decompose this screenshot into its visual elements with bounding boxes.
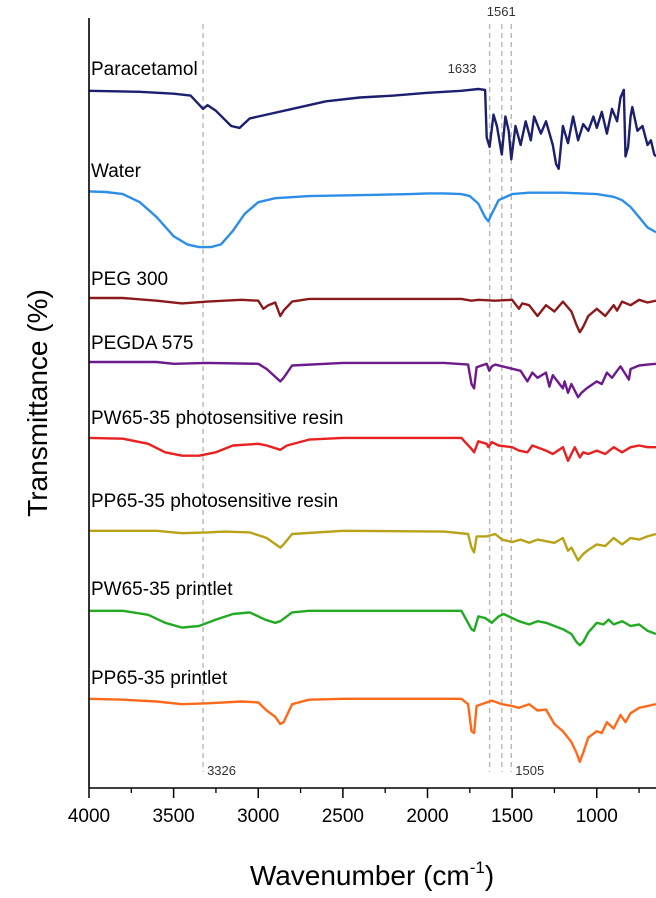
peak-annotation: 1505: [515, 763, 544, 778]
peak-annotation: 3326: [207, 763, 236, 778]
series-line: [88, 436, 656, 462]
series-line: [89, 609, 656, 647]
x-axis-title: Wavenumber (cm-1): [250, 858, 494, 891]
axes: [88, 18, 656, 789]
x-tick-label: 3500: [152, 806, 194, 827]
series-label: Water: [91, 161, 142, 182]
series-line: [89, 296, 656, 334]
series-label: PP65-35 photosensitive resin: [91, 491, 338, 512]
x-tick-label: 1500: [491, 806, 533, 827]
x-axis-title-sup: -1: [470, 858, 485, 877]
x-axis-title-main: Wavenumber (cm: [250, 860, 470, 891]
x-tick-label: 3000: [237, 806, 279, 827]
y-axis-title: Transmittance (%): [22, 289, 53, 517]
series-line: [88, 87, 656, 171]
series-line: [88, 190, 656, 249]
annotations: 1561 1633 3326 1505: [207, 4, 544, 778]
x-ticks: 4000 3500 3000 2500 2000 1500 1000: [68, 788, 640, 827]
x-tick-label: 1000: [576, 806, 618, 827]
x-tick-label: 4000: [68, 806, 110, 827]
peak-annotation: 1561: [487, 4, 516, 19]
series-label: PP65-35 printlet: [91, 668, 228, 689]
peak-annotation: 1633: [448, 61, 477, 76]
series-line: [89, 529, 656, 562]
series-label: PEG 300: [91, 269, 168, 290]
x-axis-title-end: ): [485, 860, 494, 891]
x-tick-label: 2000: [406, 806, 448, 827]
reference-lines: [202, 24, 512, 772]
series-line: [89, 360, 656, 399]
series-label: PW65-35 photosensitive resin: [91, 408, 343, 429]
x-tick-label: 2500: [322, 806, 364, 827]
series-lines: [88, 87, 656, 763]
series-line: [88, 697, 656, 763]
series-labels: Paracetamol Water PEG 300 PEGDA 575 PW65-35 …: [91, 59, 343, 689]
series-label: PW65-35 printlet: [91, 579, 233, 600]
series-label: Paracetamol: [91, 59, 198, 80]
series-label: PEGDA 575: [91, 333, 193, 354]
